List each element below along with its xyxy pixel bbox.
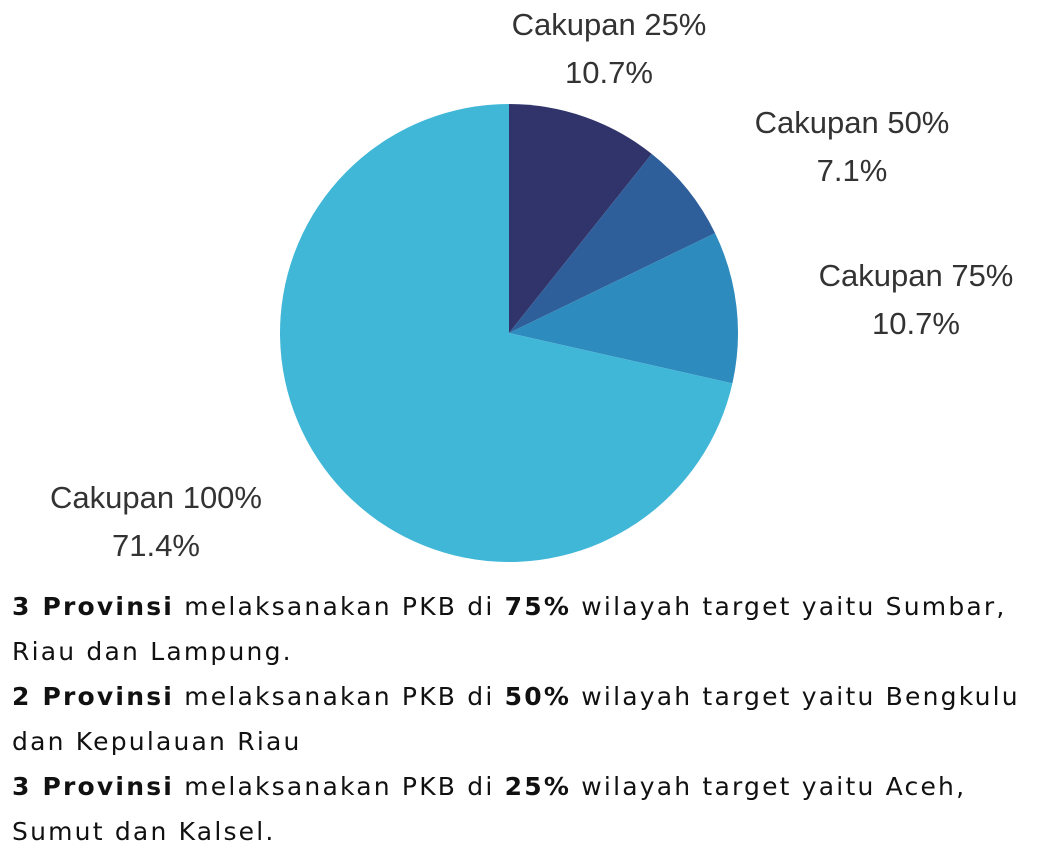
- slice-value-label: 10.7%: [872, 306, 960, 341]
- notes: 3 Provinsi melaksanakan PKB di 75% wilay…: [12, 584, 1057, 854]
- note-bold-text: 3 Provinsi: [12, 592, 175, 621]
- pie-slice: [279, 104, 733, 562]
- note-text: wilayah target yaitu Sumbar, Riau dan La…: [12, 592, 1007, 666]
- note-paragraph: 3 Provinsi melaksanakan PKB di 75% wilay…: [12, 584, 1057, 674]
- slice-value-label: 10.7%: [565, 55, 653, 90]
- pie-slice: [509, 153, 716, 333]
- slice-category-label: Cakupan 75%: [819, 258, 1014, 293]
- note-paragraph: 3 Provinsi melaksanakan PKB di 25% wilay…: [12, 764, 1057, 854]
- note-bold-text: 2 Provinsi: [12, 682, 175, 711]
- note-bold-text: 3 Provinsi: [12, 772, 175, 801]
- note-text: wilayah target yaitu Bengkulu dan Kepula…: [12, 682, 1020, 756]
- slice-category-label: Cakupan 25%: [512, 7, 707, 42]
- note-bold-text: 50%: [504, 682, 572, 711]
- slice-value-label: 7.1%: [817, 153, 888, 188]
- slice-category-label: Cakupan 100%: [50, 480, 262, 515]
- note-text: melaksanakan PKB di: [174, 682, 505, 711]
- pie-slice: [509, 104, 652, 333]
- slice-value-label: 71.4%: [112, 528, 200, 563]
- note-paragraph: 2 Provinsi melaksanakan PKB di 50% wilay…: [12, 674, 1057, 764]
- slice-category-label: Cakupan 50%: [755, 105, 950, 140]
- chart: Cakupan 25% 10.7% Cakupan 50% 7.1% Cakupan 7…: [50, 7, 1014, 563]
- note-bold-text: 75%: [504, 592, 572, 621]
- note-text: melaksanakan PKB di: [174, 772, 505, 801]
- note-bold-text: 25%: [504, 772, 572, 801]
- note-text: wilayah target yaitu Aceh, Sumut dan Kal…: [12, 772, 967, 846]
- note-text: melaksanakan PKB di: [174, 592, 505, 621]
- pie-slice: [509, 233, 738, 384]
